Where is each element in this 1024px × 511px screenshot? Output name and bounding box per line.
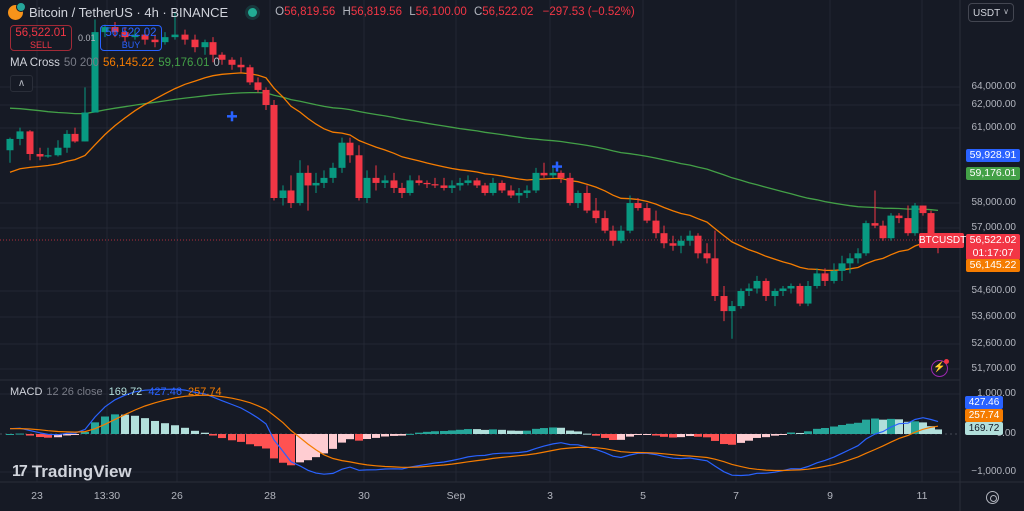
price-tag-blue: 59,928.91 (966, 149, 1020, 162)
low-label: L (409, 6, 416, 18)
price-axis-label: 52,600.00 (971, 338, 1017, 349)
low-value: 56,100.00 (415, 6, 467, 18)
price-axis-label: 62,000.00 (971, 99, 1017, 110)
time-axis-label: 30 (358, 490, 370, 502)
ma-args: 50 200 (63, 57, 100, 69)
ohlc-values: O56,819.56 H56,819.56 L56,100.00 C56,522… (271, 6, 635, 18)
tradingview-logo[interactable]: 17 TradingView (12, 462, 132, 482)
price-axis-label: 58,000.00 (971, 197, 1017, 208)
time-axis-label: 11 (916, 490, 928, 502)
ma-name: MA Cross (10, 57, 60, 69)
symbol-header: Bitcoin / TetherUS · 4h · BINANCE O56,81… (8, 1, 635, 21)
last-price: 56,522.02 (969, 234, 1017, 246)
sell-button[interactable]: 56,522.01 SELL (10, 25, 72, 51)
symbol-title[interactable]: Bitcoin / TetherUS · 4h · BINANCE (29, 4, 229, 20)
price-tag-ma-fast: 56,145.22 (966, 259, 1020, 272)
macd-axis-label: 1,000.00 (977, 388, 1016, 399)
collapse-legend-button[interactable]: ∧ (10, 75, 33, 92)
macd-signal-value: 257.74 (187, 386, 222, 398)
macd-value-tag: 427.46 (965, 396, 1003, 409)
grid-lines (0, 0, 960, 482)
macd-pane (6, 388, 942, 477)
spread-value: 0.01 (78, 33, 96, 43)
price-tag-ma-slow: 59,176.01 (966, 167, 1020, 180)
bar-countdown: 01:17:07 (972, 247, 1014, 259)
buy-button[interactable]: 56,522.02 BUY (100, 25, 162, 51)
sell-price: 56,522.01 (15, 27, 67, 39)
chevron-up-icon: ∧ (17, 78, 26, 89)
time-axis-label: 7 (733, 490, 739, 502)
ticker-tag: BTCUSDT (919, 233, 967, 248)
currency-value: USDT (973, 8, 1001, 19)
macd-axis-label: −1,000.00 (971, 466, 1016, 477)
open-value: 56,819.56 (284, 6, 336, 18)
buy-price: 56,522.02 (105, 27, 157, 39)
price-axis-label: 51,700.00 (971, 363, 1017, 374)
sell-label: SELL (29, 40, 53, 50)
price-axis-label: 57,000.00 (971, 222, 1017, 233)
time-axis-label: 3 (547, 490, 553, 502)
price-axis-label: 54,600.00 (971, 285, 1017, 296)
tradingview-wordmark: TradingView (31, 462, 132, 481)
time-axis-label: 28 (264, 490, 276, 502)
bitcoin-logo-icon (8, 1, 26, 20)
high-value: 56,819.56 (350, 6, 402, 18)
alerts-lightning-icon[interactable]: ⚡ (931, 359, 949, 377)
price-axis-label: 53,600.00 (971, 311, 1017, 322)
macd-name: MACD (10, 386, 43, 398)
high-label: H (342, 6, 351, 18)
open-label: O (275, 6, 285, 18)
time-axis-label: Sep (446, 490, 466, 502)
chevron-down-icon: ∨ (1003, 7, 1009, 16)
time-axis-label: 9 (827, 490, 833, 502)
macd-value-tag: 169.72 (965, 422, 1003, 435)
time-axis-label: 23 (31, 490, 43, 502)
ma-fast-value: 56,145.22 (103, 57, 155, 69)
time-axis-label: 13:30 (93, 490, 121, 502)
close-value: 56,522.02 (482, 6, 534, 18)
moving-average-lines (9, 72, 939, 272)
ma-cross-legend[interactable]: MA Cross 50 200 56,145.22 59,176.01 0 (10, 57, 220, 69)
close-label: C (473, 6, 483, 18)
price-axis-label: 61,000.00 (971, 122, 1017, 133)
price-axis-label: 64,000.00 (971, 81, 1017, 92)
macd-args: 12 26 close (46, 386, 103, 398)
time-axis-label: 26 (171, 490, 183, 502)
tradingview-mark-icon: 17 (12, 463, 28, 480)
time-axis-label: 5 (640, 490, 646, 502)
macd-value-tag: 257.74 (965, 409, 1003, 422)
ma-slow-value: 59,176.01 (158, 57, 210, 69)
macd-hist-value: 169.72 (108, 386, 143, 398)
market-open-status-icon (248, 7, 258, 17)
cross-markers (227, 111, 562, 172)
ma-extra-value: 0 (213, 57, 220, 69)
buy-label: BUY (121, 40, 141, 50)
macd-axis-label: 0.00 (996, 428, 1016, 439)
macd-line-value: 427.46 (148, 386, 182, 398)
price-change: −297.53 (−0.52%) (542, 6, 635, 18)
macd-legend[interactable]: MACD 12 26 close 169.72 427.46 257.74 (10, 386, 222, 398)
currency-select[interactable]: USDT ∨ (968, 3, 1014, 22)
settings-gear-icon[interactable] (986, 491, 999, 504)
last-price-tag: 56,522.02 01:17:07 (966, 234, 1020, 260)
candlesticks (6, 12, 942, 339)
